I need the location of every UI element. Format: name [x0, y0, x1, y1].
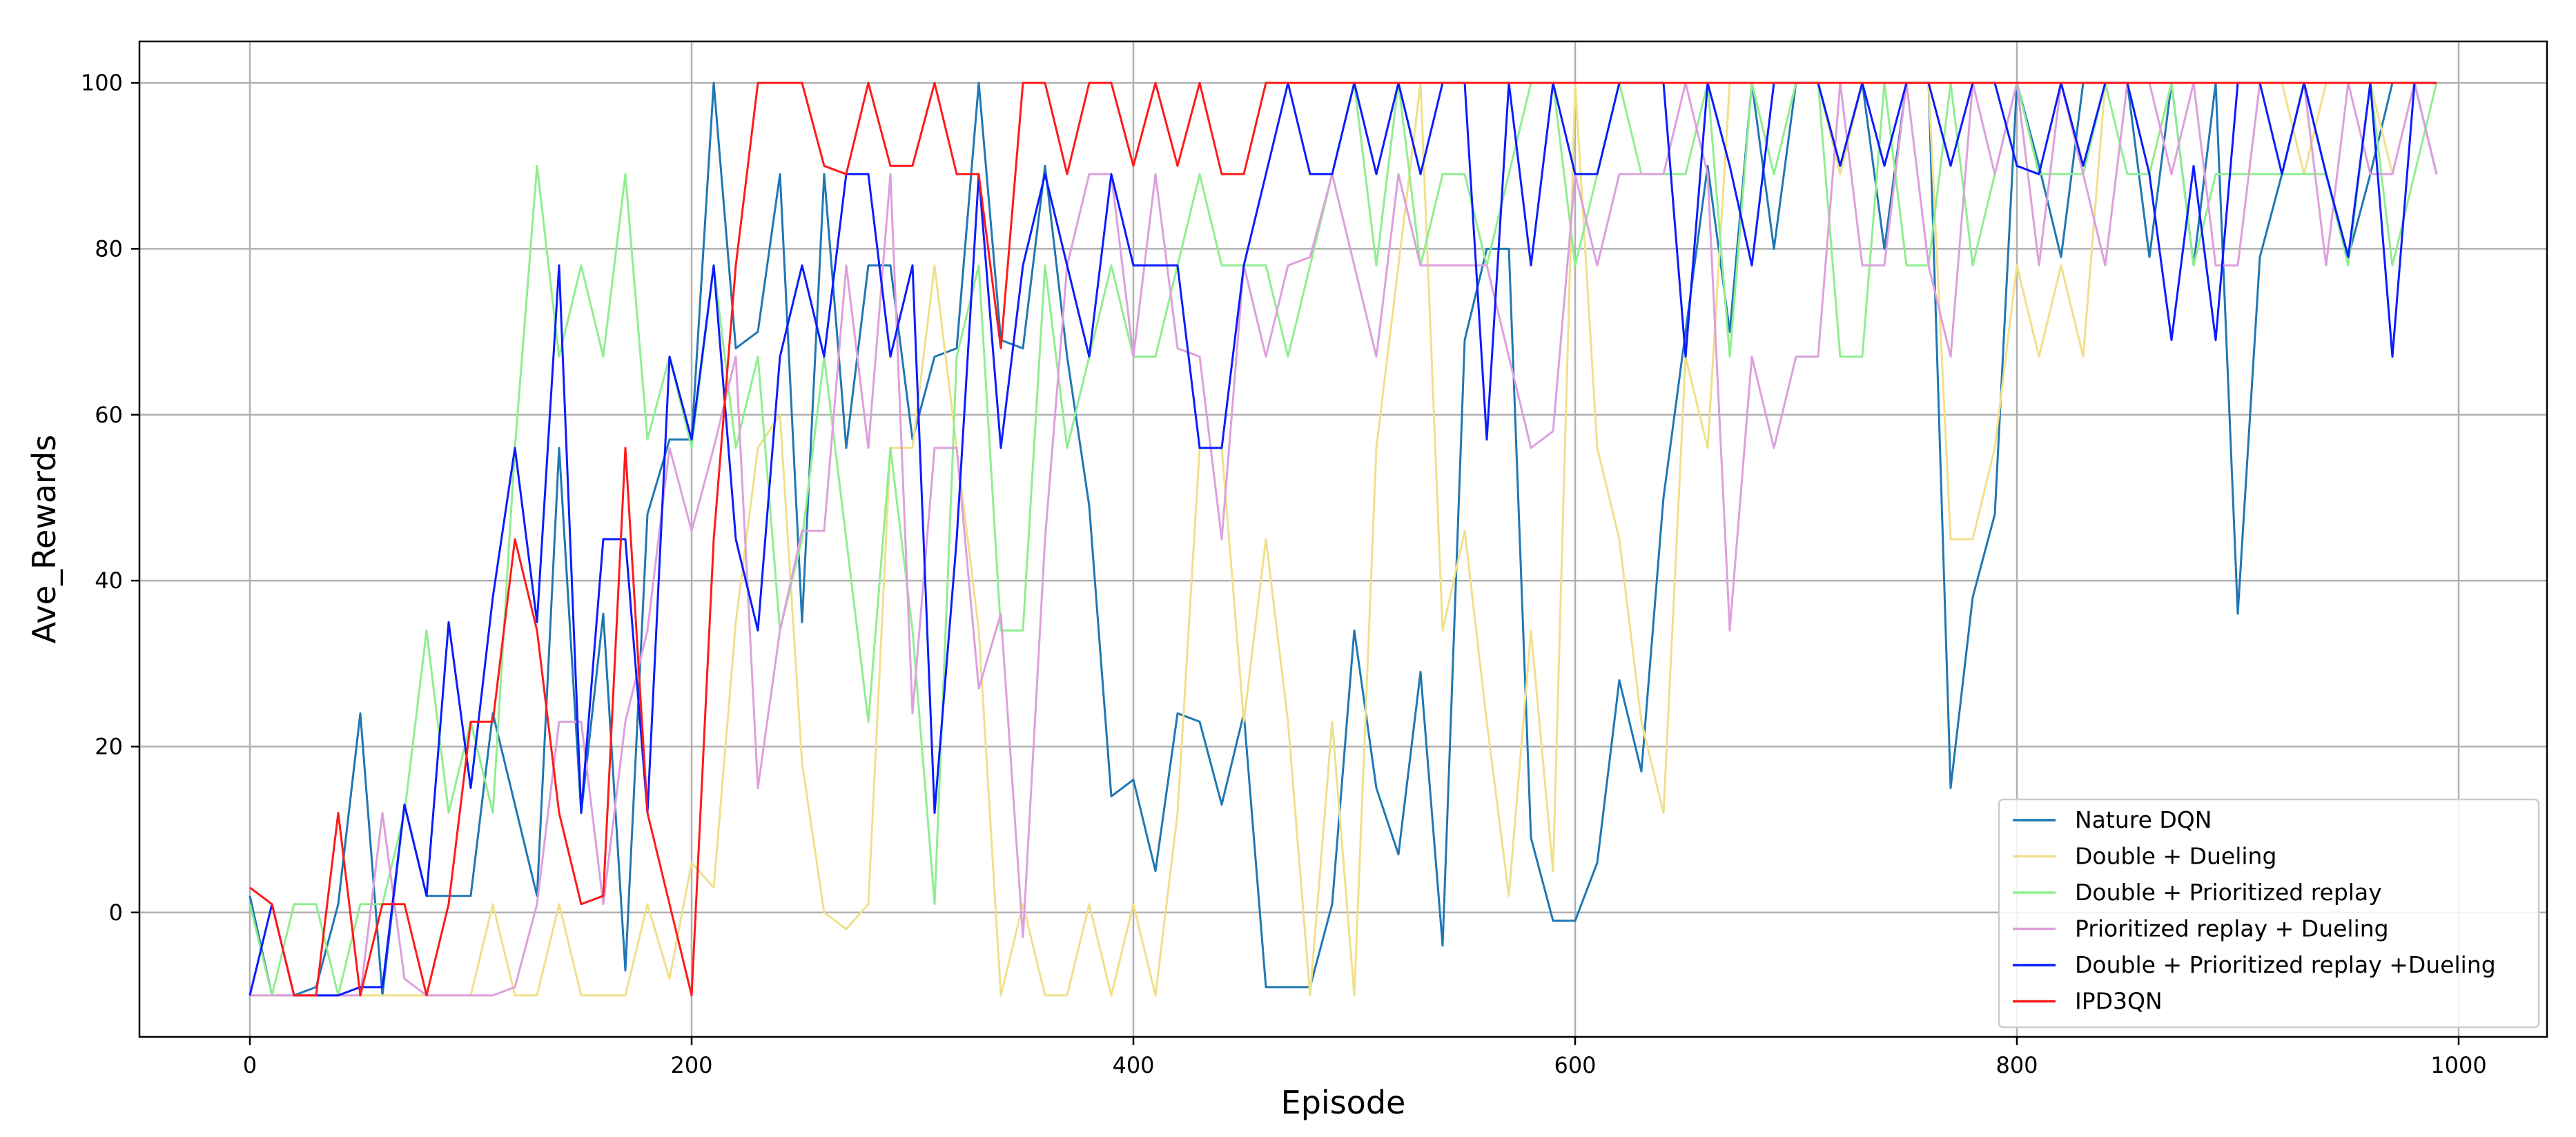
x-tick-label: 200: [670, 1052, 712, 1078]
legend: Nature DQN Double + Dueling Double + Prior…: [1998, 798, 2540, 1029]
series-line-5: [248, 81, 2437, 997]
y-axis-label: Ave_Rewards: [26, 435, 63, 644]
x-tick-label: 0: [243, 1052, 257, 1078]
legend-entry-label: Double + Dueling: [2075, 843, 2276, 870]
plot-frame: [138, 40, 2548, 1038]
x-tick-label: 1000: [2430, 1052, 2486, 1078]
x-tick-label: 600: [1554, 1052, 1596, 1078]
y-tick-label: 60: [95, 402, 123, 428]
y-axis-ticks: 0 20 40 60 80 100: [81, 70, 139, 926]
y-tick-label: 20: [95, 733, 123, 759]
legend-entry-label: IPD3QN: [2075, 988, 2163, 1015]
legend-entry-label: Nature DQN: [2075, 806, 2212, 833]
series-layer: [248, 81, 2438, 997]
legend-entry-label: Prioritized replay + Dueling: [2075, 915, 2389, 942]
y-tick-label: 0: [109, 900, 123, 926]
series-line-6: [249, 81, 2437, 997]
legend-entry-label: Double + Prioritized replay: [2075, 879, 2382, 906]
y-tick-label: 100: [81, 70, 123, 96]
series-line-4: [250, 81, 2438, 997]
y-tick-label: 80: [95, 235, 123, 262]
x-axis-ticks: 0 200 400 600 800 1000: [243, 1037, 2487, 1078]
legend-entry-label: Double + Prioritized replay +Dueling: [2075, 951, 2496, 978]
y-tick-label: 40: [95, 567, 123, 594]
x-tick-label: 400: [1112, 1052, 1154, 1078]
legend-box: [1998, 798, 2540, 1029]
series-line-1: [248, 81, 2438, 997]
x-tick-label: 800: [1996, 1052, 2038, 1078]
x-axis-label: Episode: [1281, 1084, 1406, 1121]
series-line-2: [250, 81, 2437, 997]
